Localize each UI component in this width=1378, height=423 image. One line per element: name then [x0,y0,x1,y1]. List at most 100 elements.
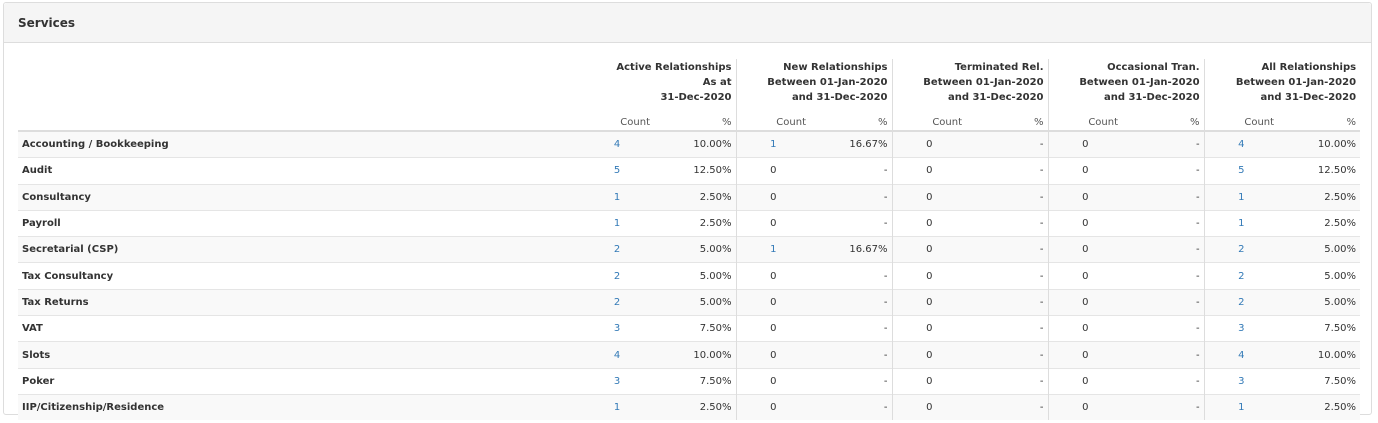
count-cell: 2 [580,236,654,263]
percent-cell: - [1122,393,1205,421]
count-link[interactable]: 1 [613,402,621,414]
count-link[interactable]: 4 [1238,139,1245,151]
count-link[interactable]: 4 [613,139,621,151]
count-link[interactable]: 2 [1238,270,1245,282]
percent-cell: 2.50% [1278,209,1361,237]
count-link[interactable]: 3 [1238,323,1245,335]
count-link[interactable]: 4 [1238,349,1245,361]
count-link[interactable]: 3 [1238,375,1245,387]
count-link[interactable]: 2 [1238,244,1245,256]
percent-cell: - [810,393,893,421]
service-name-subheader [18,108,580,132]
count-cell: 0 [892,367,967,395]
count-cell: 0 [1048,288,1123,316]
percent-cell: - [810,315,893,342]
count-cell: 2 [1204,236,1279,263]
count-cell: 2 [580,288,654,316]
count-column-header: Count [1048,108,1123,132]
count-value: 0 [926,402,933,414]
percent-column-header: % [966,108,1049,132]
count-cell: 3 [580,315,654,342]
percent-cell: 2.50% [1278,393,1361,421]
percent-cell: - [1122,131,1205,158]
count-cell: 0 [1048,183,1123,211]
count-link[interactable]: 1 [613,218,621,230]
percent-cell: - [966,236,1049,263]
group-header-line: Active Relationships [616,62,732,73]
count-value: 0 [770,270,777,282]
count-cell: 2 [1204,262,1279,290]
count-cell: 3 [1204,367,1279,395]
count-value: 0 [1082,244,1089,256]
count-cell: 0 [1048,131,1123,158]
count-link[interactable]: 3 [613,375,621,387]
percent-cell: - [966,288,1049,316]
count-cell: 0 [1048,367,1123,395]
percent-cell: - [966,131,1049,158]
count-cell: 4 [1204,131,1279,158]
table-body: Accounting / Bookkeeping 4 10.00% 1 16.67% 0 -… [18,131,1361,421]
count-cell: 0 [736,209,810,237]
count-cell: 0 [892,131,967,158]
count-link[interactable]: 2 [613,244,621,256]
percent-cell: - [810,157,893,185]
percent-column-header: % [654,108,737,132]
count-cell: 0 [892,288,967,316]
count-link[interactable]: 1 [1238,191,1245,203]
percent-cell: - [1122,262,1205,290]
count-link[interactable]: 2 [613,296,621,308]
count-value: 0 [1082,191,1089,203]
percent-cell: - [810,209,893,237]
percent-cell: 2.50% [1278,183,1361,211]
count-value: 0 [770,191,777,203]
count-cell: 0 [736,393,810,421]
percent-cell: 12.50% [654,157,737,185]
count-cell: 0 [1048,262,1123,290]
count-cell: 0 [1048,157,1123,185]
group-header-row: Active Relationships As at 31-Dec-2020 New … [18,59,1360,108]
sub-header-row: Count% Count% Count% Count% Count% [18,108,1361,132]
group-header-line: New Relationships [783,62,888,73]
group-header-line: As at [702,77,732,88]
percent-cell: 10.00% [1278,341,1361,369]
table-row: Tax Consultancy 2 5.00% 0 - 0 - 0 - 2 5.00% [18,262,1361,290]
count-link[interactable]: 2 [613,270,621,282]
group-header-2: Terminated Rel. Between 01-Jan-2020 and 31… [892,59,1049,108]
count-cell: 0 [736,315,810,342]
count-value: 0 [1082,218,1089,230]
service-name: Audit [18,157,580,185]
count-cell: 0 [736,157,810,185]
percent-cell: 10.00% [1278,131,1361,158]
percent-cell: - [966,183,1049,211]
count-column-header: Count [892,108,967,132]
service-name: Secretarial (CSP) [18,236,580,263]
count-link[interactable]: 1 [770,139,777,151]
service-name: Payroll [18,209,580,237]
table-row: Audit 5 12.50% 0 - 0 - 0 - 5 12.50% [18,157,1361,185]
count-value: 0 [770,323,777,335]
count-link[interactable]: 5 [1238,165,1245,177]
count-cell: 0 [892,341,967,369]
count-link[interactable]: 1 [613,191,621,203]
count-value: 0 [1082,323,1089,335]
table-row: IIP/Citizenship/Residence 1 2.50% 0 - 0 - 0 - 1 2.… [18,393,1361,421]
count-link[interactable]: 1 [770,244,777,256]
count-link[interactable]: 1 [1238,402,1245,414]
count-cell: 0 [892,315,967,342]
percent-cell: 5.00% [1278,262,1361,290]
group-header-line: and 31-Dec-2020 [947,92,1044,103]
count-value: 0 [770,296,777,308]
percent-cell: 2.50% [654,209,737,237]
service-name: Poker [18,367,580,395]
percent-cell: - [1122,157,1205,185]
count-cell: 0 [892,183,967,211]
count-link[interactable]: 3 [613,323,621,335]
count-value: 0 [1082,270,1089,282]
count-link[interactable]: 2 [1238,296,1245,308]
count-link[interactable]: 4 [613,349,621,361]
percent-cell: 12.50% [1278,157,1361,185]
table-row: Slots 4 10.00% 0 - 0 - 0 - 4 10.00% [18,341,1361,369]
count-link[interactable]: 1 [1238,218,1245,230]
group-header-line: 31-Dec-2020 [660,92,732,103]
count-link[interactable]: 5 [613,165,621,177]
